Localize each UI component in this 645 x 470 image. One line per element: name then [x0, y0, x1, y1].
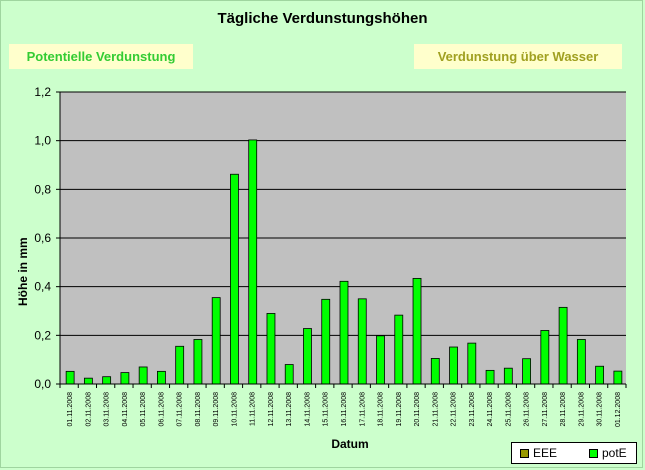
bar-pote	[248, 139, 258, 385]
bar-pote	[522, 358, 531, 385]
x-tick-label: 26.11.2008	[524, 392, 531, 427]
legend-swatch-pote	[589, 449, 598, 458]
x-tick-label: 17.11.2008	[359, 392, 366, 427]
x-tick-label: 23.11.2008	[469, 392, 476, 427]
bar-pote	[65, 370, 75, 385]
legend-item-eee: EEE	[520, 446, 570, 460]
bar-pote	[339, 280, 349, 385]
bar-pote	[540, 330, 550, 385]
legend-swatch-eee	[520, 449, 529, 458]
bar-pote	[394, 314, 404, 385]
x-tick-label: 29.11.2008	[578, 392, 585, 427]
x-tick-label: 14.11.2008	[304, 392, 311, 427]
bar-pote	[485, 369, 495, 385]
bar-pote	[266, 313, 276, 385]
legend-label-pote: potE	[602, 446, 627, 460]
bar-pote	[230, 173, 239, 385]
x-tick-label: 28.11.2008	[560, 392, 567, 427]
y-tick-label: 0,4	[34, 280, 51, 294]
bar-pote	[576, 339, 586, 385]
x-tick-label: 10.11.2008	[231, 392, 238, 427]
bar-pote	[120, 372, 130, 385]
x-tick-label: 19.11.2008	[396, 392, 403, 427]
bar-pote	[376, 335, 385, 385]
bar-pote	[303, 328, 312, 385]
y-tick-label: 1,0	[34, 134, 51, 148]
bar-pote	[449, 346, 458, 385]
x-tick-label: 02.11.2008	[85, 392, 92, 427]
x-tick-label: 13.11.2008	[286, 392, 293, 427]
bar-pote	[558, 306, 568, 385]
y-tick-label: 0,0	[34, 377, 51, 391]
tab-potential-evaporation[interactable]: Potentielle Verdunstung	[9, 44, 193, 69]
bar-pote	[193, 339, 203, 385]
x-tick-label: 09.11.2008	[213, 392, 220, 427]
x-tick-label: 11.11.2008	[250, 392, 257, 426]
bar-pote	[357, 298, 367, 385]
bar-pote	[595, 365, 605, 385]
x-tick-label: 30.11.2008	[597, 392, 604, 427]
x-tick-label: 05.11.2008	[140, 392, 147, 427]
y-tick-label: 0,2	[34, 328, 51, 342]
bar-pote	[321, 298, 331, 385]
x-tick-label: 08.11.2008	[195, 392, 202, 427]
x-tick-label: 21.11.2008	[432, 392, 439, 427]
tab-evaporation-over-water[interactable]: Verdunstung über Wasser	[414, 44, 622, 69]
bar-pote	[138, 366, 148, 385]
bar-pote	[467, 342, 477, 385]
bar-pote	[102, 376, 112, 385]
x-tick-label: 01.12.2008	[615, 392, 622, 427]
x-tick-label: 15.11.2008	[323, 392, 330, 427]
x-tick-label: 07.11.2008	[177, 392, 184, 427]
x-tick-label: 25.11.2008	[505, 392, 512, 427]
chart-title: Tägliche Verdunstungshöhen	[217, 10, 428, 27]
bar-pote	[412, 277, 422, 385]
x-tick-label: 22.11.2008	[451, 392, 458, 427]
legend-label-eee: EEE	[533, 446, 558, 460]
x-tick-label: 01.11.2008	[67, 392, 74, 427]
bar-pote	[284, 364, 294, 385]
bar-pote	[211, 297, 221, 385]
y-tick-label: 0,6	[34, 231, 51, 245]
bar-pote	[430, 358, 440, 385]
x-tick-label: 18.11.2008	[378, 392, 385, 427]
x-tick-label: 04.11.2008	[122, 392, 129, 427]
legend: EEE potE	[511, 442, 637, 464]
bar-pote	[83, 377, 93, 385]
x-tick-label: 03.11.2008	[104, 392, 111, 427]
x-tick-label: 16.11.2008	[341, 392, 348, 427]
x-tick-label: 27.11.2008	[542, 392, 549, 427]
bar-pote	[157, 370, 166, 385]
x-tick-label: 12.11.2008	[268, 392, 275, 427]
x-tick-label: 20.11.2008	[414, 392, 421, 427]
y-tick-label: 1,2	[34, 85, 51, 99]
bar-pote	[503, 367, 513, 385]
x-tick-label: 06.11.2008	[158, 392, 165, 427]
x-axis-title: Datum	[331, 437, 369, 451]
legend-item-pote: potE	[589, 446, 637, 460]
x-tick-label: 24.11.2008	[487, 392, 494, 427]
bar-pote	[175, 345, 185, 385]
y-tick-label: 0,8	[34, 182, 51, 196]
bar-pote	[613, 370, 623, 385]
